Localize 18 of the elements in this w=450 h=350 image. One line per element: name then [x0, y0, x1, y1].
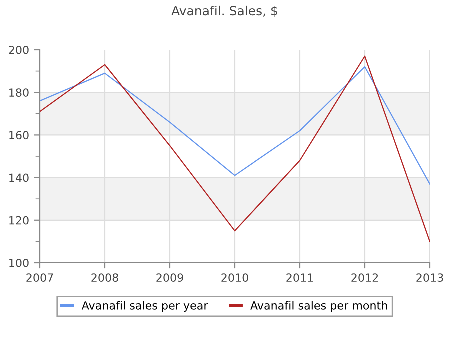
- line-series: [40, 56, 430, 242]
- y-tick-label: 120: [10, 216, 29, 225]
- y-tick-label: 200: [9, 46, 29, 54]
- y-tick-label: 160: [10, 131, 29, 140]
- x-tick-label: 2008: [92, 274, 118, 282]
- x-tick-label: 2010: [222, 274, 248, 282]
- y-tick-label: 100: [10, 258, 29, 268]
- y-tick-label: 140: [10, 174, 29, 182]
- y-tick-label: 180: [10, 88, 29, 97]
- legend-label: Avanafil sales per month: [250, 301, 388, 312]
- x-tick-label: 2007: [26, 274, 54, 282]
- x-tick-label: 2013: [416, 274, 444, 282]
- x-tick-label: 2012: [352, 274, 378, 282]
- legend-label: Avanafil sales per year: [82, 301, 208, 312]
- x-tick-label: 2009: [156, 274, 184, 282]
- line-series: [40, 66, 430, 185]
- x-tick-label: 2011: [286, 274, 314, 282]
- chart-title: Avanafil. Sales, $: [172, 6, 278, 18]
